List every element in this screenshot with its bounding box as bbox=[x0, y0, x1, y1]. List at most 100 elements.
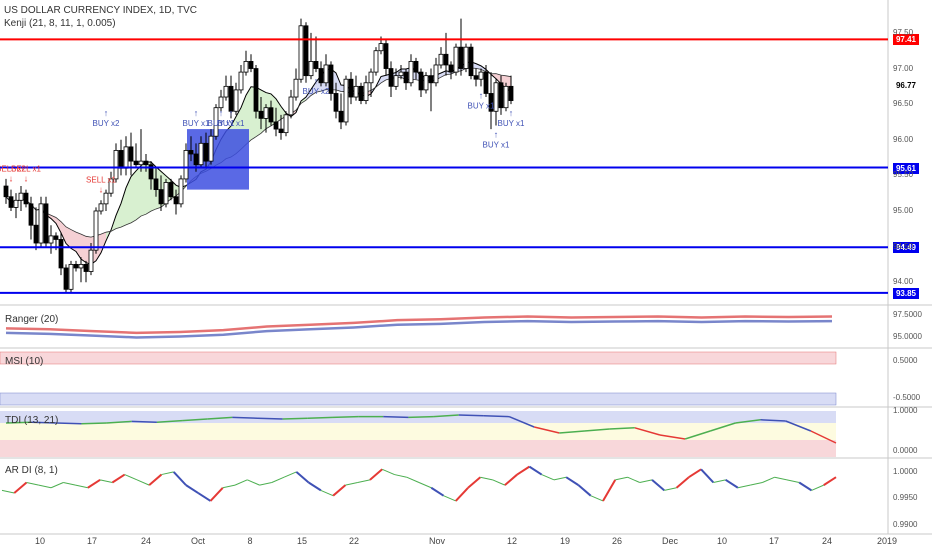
ardi-line-segment bbox=[823, 476, 837, 486]
candle-body bbox=[168, 182, 174, 198]
candle bbox=[383, 40, 389, 76]
candle-body bbox=[323, 64, 329, 84]
candle-body bbox=[103, 192, 109, 205]
candle-body bbox=[43, 203, 49, 244]
ardi-line-segment bbox=[516, 465, 530, 476]
tdi-line-segment bbox=[156, 419, 183, 423]
kenji-cloud-segment bbox=[446, 70, 451, 75]
tdi-line-segment bbox=[81, 422, 107, 425]
candle-body bbox=[13, 199, 19, 208]
buy-arrow-icon: ↑ bbox=[479, 90, 484, 100]
tdi-line-segment bbox=[257, 417, 283, 420]
candle-body bbox=[313, 61, 319, 69]
candle-body bbox=[73, 263, 79, 269]
candle bbox=[33, 207, 39, 251]
candle bbox=[78, 257, 84, 283]
msi-axis-tick: 0.5000 bbox=[893, 356, 918, 365]
candle-body bbox=[443, 53, 449, 66]
msi-axis-tick: -0.5000 bbox=[893, 393, 921, 402]
candle-body bbox=[53, 235, 59, 240]
tdi-line-segment bbox=[182, 418, 208, 422]
ardi-line-segment bbox=[651, 479, 665, 492]
ardi-line-segment bbox=[688, 468, 702, 479]
time-axis-tick: 8 bbox=[247, 536, 253, 546]
time-axis-tick: Oct bbox=[190, 536, 206, 546]
candle bbox=[28, 196, 34, 240]
buy-signal-label: BUY x1 bbox=[483, 141, 511, 150]
candle-body bbox=[328, 64, 334, 94]
candle-body bbox=[228, 85, 234, 112]
ardi-axis-tick: 0.9900 bbox=[893, 519, 918, 529]
candle-body bbox=[353, 85, 359, 98]
buy-arrow-icon: ↑ bbox=[494, 130, 499, 140]
candle bbox=[103, 189, 109, 211]
tdi-line-segment bbox=[282, 417, 308, 420]
tdi-mid-zone bbox=[0, 423, 836, 440]
candle-body bbox=[458, 46, 464, 69]
kenji-cloud-segment bbox=[131, 170, 136, 223]
time-axis-tick: 2019 bbox=[876, 536, 898, 546]
candle bbox=[308, 32, 314, 80]
ardi-line-segment bbox=[480, 476, 493, 481]
ardi-line-segment bbox=[148, 473, 163, 486]
candle bbox=[268, 100, 274, 126]
ardi-line-segment bbox=[798, 481, 813, 492]
sell-signal-label: SELL x1 bbox=[11, 165, 41, 174]
candle-body bbox=[248, 61, 254, 69]
tdi-line-segment bbox=[332, 415, 359, 419]
sell-signal-label: SELL x2 bbox=[0, 165, 27, 174]
ardi-line-segment bbox=[295, 471, 310, 484]
candle-body bbox=[393, 75, 399, 87]
time-axis-tick: 24 bbox=[821, 536, 833, 546]
candle bbox=[358, 82, 364, 105]
candle-body bbox=[118, 150, 124, 169]
candle-body bbox=[198, 142, 204, 166]
candle-body bbox=[188, 150, 194, 155]
candle-body bbox=[83, 263, 89, 272]
tdi-line-segment bbox=[659, 434, 686, 440]
ardi-line-segment bbox=[161, 471, 174, 476]
price-tag-95.61: 95.61 bbox=[893, 162, 919, 174]
candle-body bbox=[483, 71, 489, 94]
ardi-line-segment bbox=[320, 489, 334, 497]
kenji-cloud-segment bbox=[501, 75, 506, 89]
candle bbox=[43, 196, 49, 247]
candle bbox=[333, 82, 339, 119]
tdi-line-segment bbox=[207, 416, 233, 420]
candle bbox=[23, 189, 29, 208]
tdi-line-segment bbox=[232, 416, 258, 419]
kenji-cloud-segment bbox=[76, 232, 81, 260]
ardi-line-segment bbox=[124, 474, 138, 481]
candle bbox=[363, 75, 369, 105]
kenji-cloud-segment bbox=[476, 63, 481, 70]
kenji-cloud-segment bbox=[71, 229, 76, 252]
sell-arrow-icon: ↓ bbox=[99, 184, 104, 194]
candle bbox=[428, 68, 434, 112]
candle bbox=[128, 132, 134, 176]
ranger-axis-tick: 97.5000 bbox=[893, 309, 922, 319]
ardi-line-segment bbox=[602, 479, 617, 502]
current-price-tag: 96.77 bbox=[893, 79, 919, 91]
candle bbox=[398, 64, 404, 80]
ardi-line-segment bbox=[13, 481, 28, 494]
candle-body bbox=[373, 50, 379, 73]
candle bbox=[253, 64, 259, 119]
price-axis-tick: 96.50 bbox=[893, 99, 914, 109]
tdi-line-segment bbox=[584, 428, 610, 432]
ardi-line-segment bbox=[111, 473, 126, 484]
tdi-line-segment bbox=[458, 414, 484, 417]
kenji-cloud-segment bbox=[136, 165, 141, 220]
candle-body bbox=[388, 68, 394, 87]
candle-body bbox=[413, 61, 419, 73]
candle bbox=[48, 225, 54, 254]
candle-body bbox=[493, 82, 499, 112]
time-axis-tick: 15 bbox=[296, 536, 308, 546]
candle bbox=[168, 178, 174, 201]
kenji-cloud-segment bbox=[381, 75, 386, 83]
ardi-line-segment bbox=[430, 486, 445, 497]
ranger-axis-tick: 95.0000 bbox=[893, 332, 922, 342]
ardi-line-segment bbox=[406, 476, 420, 483]
candle-body bbox=[503, 85, 509, 109]
candle bbox=[108, 171, 114, 197]
